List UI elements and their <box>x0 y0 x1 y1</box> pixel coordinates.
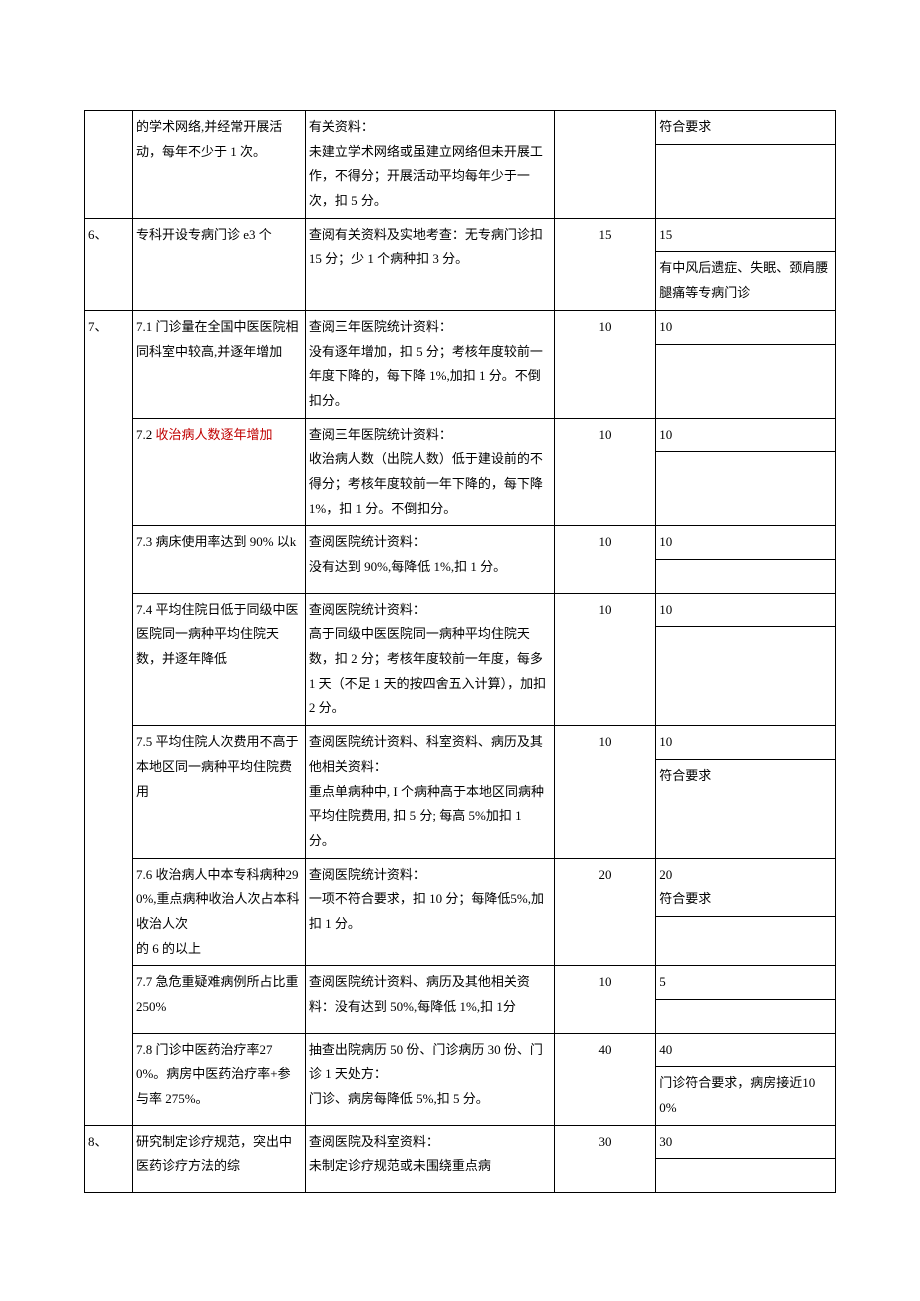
table-row: 7.7 急危重疑难病例所占比重 250%查阅医院统计资料、病历及其他相关资料：没… <box>85 966 836 1033</box>
score-cell: 10 <box>554 526 656 593</box>
self-bot <box>656 1159 835 1192</box>
self-cell: 15有中风后遗症、失眠、颈肩腰腿痛等专病门诊 <box>656 218 836 310</box>
self-top: 符合要求 <box>656 111 835 145</box>
score-cell: 10 <box>554 310 656 418</box>
self-bot: 门诊符合要求，病房接近100% <box>656 1067 835 1124</box>
table-row: 7.8 门诊中医药治疗率270%。病房中医药治疗率+参与率 275%。抽查出院病… <box>85 1033 836 1125</box>
self-bot <box>656 627 835 660</box>
standards-table: 的学术网络,并经常开展活动，每年不少于 1 次。有关资料：未建立学术网络或虽建立… <box>84 110 836 1193</box>
self-top: 5 <box>656 966 835 1000</box>
self-top: 10 <box>656 726 835 760</box>
table-row: 8、研究制定诊疗规范，突出中医药诊疗方法的综查阅医院及科室资料：未制定诊疗规范或… <box>85 1125 836 1192</box>
self-cell: 10符合要求 <box>656 726 836 858</box>
row-index <box>85 111 133 219</box>
eval-cell: 查阅三年医院统计资料：收治病人数（出院人数）低于建设前的不得分；考核年度较前一年… <box>305 418 554 526</box>
self-bot <box>656 1000 835 1033</box>
self-cell: 30 <box>656 1125 836 1192</box>
standard-cell: 7.2 收治病人数逐年增加 <box>132 418 305 526</box>
eval-cell: 查阅医院及科室资料：未制定诊疗规范或未围绕重点病 <box>305 1125 554 1192</box>
self-cell: 符合要求 <box>656 111 836 219</box>
score-cell: 30 <box>554 1125 656 1192</box>
eval-cell: 有关资料：未建立学术网络或虽建立网络但未开展工作，不得分；开展活动平均每年少于一… <box>305 111 554 219</box>
self-top: 10 <box>656 311 835 345</box>
table-row: 的学术网络,并经常开展活动，每年不少于 1 次。有关资料：未建立学术网络或虽建立… <box>85 111 836 219</box>
eval-cell: 查阅医院统计资料、科室资料、病历及其他相关资料：重点单病种中, I 个病种高于本… <box>305 726 554 858</box>
self-cell: 10 <box>656 526 836 593</box>
self-top: 10 <box>656 419 835 453</box>
self-bot <box>656 917 835 950</box>
score-cell: 10 <box>554 966 656 1033</box>
eval-cell: 查阅医院统计资料、病历及其他相关资料：没有达到 50%,每降低 1%,扣 1分 <box>305 966 554 1033</box>
standard-cell: 7.5 平均住院人次费用不高于本地区同一病种平均住院费用 <box>132 726 305 858</box>
eval-cell: 查阅有关资料及实地考查：无专病门诊扣 15 分；少 1 个病种扣 3 分。 <box>305 218 554 310</box>
table-row: 7、7.1 门诊量在全国中医医院相同科室中较高,并逐年增加查阅三年医院统计资料：… <box>85 310 836 418</box>
eval-cell: 查阅医院统计资料：高于同级中医医院同一病种平均住院天数，扣 2 分；考核年度较前… <box>305 593 554 725</box>
self-top: 10 <box>656 526 835 560</box>
standard-cell: 7.3 病床使用率达到 90% 以k <box>132 526 305 593</box>
self-bot <box>656 345 835 378</box>
table-row: 7.2 收治病人数逐年增加查阅三年医院统计资料：收治病人数（出院人数）低于建设前… <box>85 418 836 526</box>
score-cell: 40 <box>554 1033 656 1125</box>
self-cell: 10 <box>656 418 836 526</box>
score-cell: 10 <box>554 726 656 858</box>
row-index: 6、 <box>85 218 133 310</box>
eval-cell: 查阅医院统计资料：一项不符合要求，扣 10 分；每降低5%,加扣 1 分。 <box>305 858 554 966</box>
self-cell: 40门诊符合要求，病房接近100% <box>656 1033 836 1125</box>
score-cell <box>554 111 656 219</box>
self-bot <box>656 452 835 485</box>
table-row: 7.6 收治病人中本专科病种290%,重点病种收治人次占本科收治人次的 6 的以… <box>85 858 836 966</box>
self-bot <box>656 145 835 178</box>
self-bot: 符合要求 <box>656 760 835 793</box>
score-cell: 15 <box>554 218 656 310</box>
row-index: 8、 <box>85 1125 133 1192</box>
score-cell: 20 <box>554 858 656 966</box>
score-cell: 10 <box>554 593 656 725</box>
self-top: 40 <box>656 1034 835 1068</box>
table-row: 6、专科开设专病门诊 e3 个查阅有关资料及实地考查：无专病门诊扣 15 分；少… <box>85 218 836 310</box>
eval-cell: 查阅三年医院统计资料：没有逐年增加，扣 5 分；考核年度较前一年度下降的，每下降… <box>305 310 554 418</box>
self-bot <box>656 560 835 593</box>
self-cell: 10 <box>656 593 836 725</box>
standard-cell: 的学术网络,并经常开展活动，每年不少于 1 次。 <box>132 111 305 219</box>
self-top: 10 <box>656 594 835 628</box>
self-top: 15 <box>656 219 835 253</box>
self-top: 30 <box>656 1126 835 1160</box>
eval-cell: 查阅医院统计资料：没有达到 90%,每降低 1%,扣 1 分。 <box>305 526 554 593</box>
standard-cell: 7.8 门诊中医药治疗率270%。病房中医药治疗率+参与率 275%。 <box>132 1033 305 1125</box>
eval-cell: 抽查出院病历 50 份、门诊病历 30 份、门诊 1 天处方：门诊、病房每降低 … <box>305 1033 554 1125</box>
self-top: 20符合要求 <box>656 859 835 917</box>
row-index: 7、 <box>85 310 133 1125</box>
standard-cell: 7.7 急危重疑难病例所占比重 250% <box>132 966 305 1033</box>
standard-cell: 专科开设专病门诊 e3 个 <box>132 218 305 310</box>
self-cell: 20符合要求 <box>656 858 836 966</box>
self-bot: 有中风后遗症、失眠、颈肩腰腿痛等专病门诊 <box>656 252 835 309</box>
table-row: 7.4 平均住院日低于同级中医医院同一病种平均住院天数，并逐年降低查阅医院统计资… <box>85 593 836 725</box>
standard-cell: 研究制定诊疗规范，突出中医药诊疗方法的综 <box>132 1125 305 1192</box>
standard-cell: 7.4 平均住院日低于同级中医医院同一病种平均住院天数，并逐年降低 <box>132 593 305 725</box>
self-cell: 10 <box>656 310 836 418</box>
table-row: 7.5 平均住院人次费用不高于本地区同一病种平均住院费用查阅医院统计资料、科室资… <box>85 726 836 858</box>
standard-cell: 7.1 门诊量在全国中医医院相同科室中较高,并逐年增加 <box>132 310 305 418</box>
standard-cell: 7.6 收治病人中本专科病种290%,重点病种收治人次占本科收治人次的 6 的以… <box>132 858 305 966</box>
score-cell: 10 <box>554 418 656 526</box>
self-cell: 5 <box>656 966 836 1033</box>
table-row: 7.3 病床使用率达到 90% 以k查阅医院统计资料：没有达到 90%,每降低 … <box>85 526 836 593</box>
